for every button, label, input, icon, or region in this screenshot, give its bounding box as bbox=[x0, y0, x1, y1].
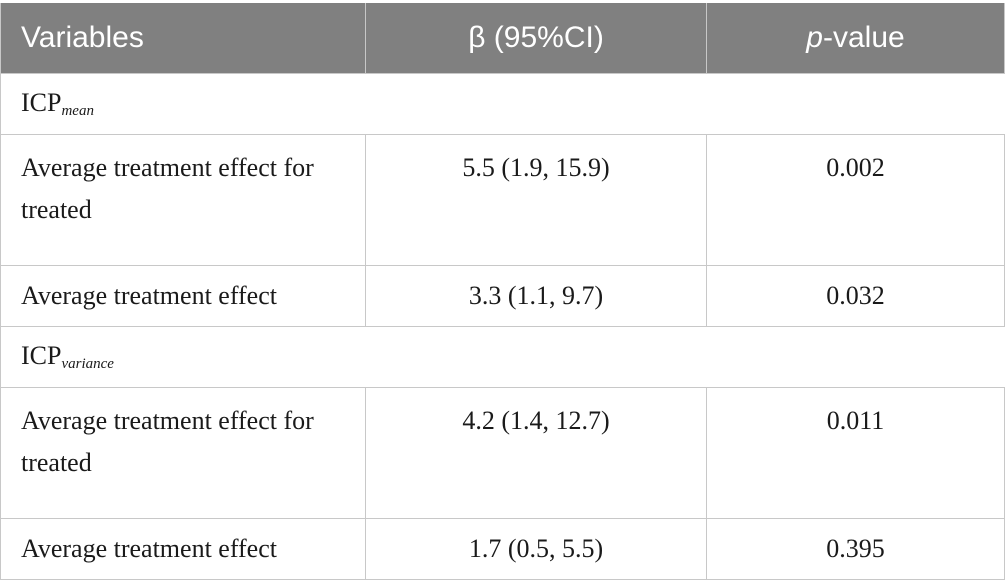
beta-cell: 4.2 (1.4, 12.7) bbox=[365, 387, 707, 519]
results-table: Variables β (95%CI) p-value ICPmean Aver… bbox=[0, 3, 1005, 580]
variable-cell: Average treatment effect bbox=[0, 265, 366, 327]
beta-cell: 3.3 (1.1, 9.7) bbox=[365, 265, 707, 327]
header-pvalue: p-value bbox=[706, 3, 1005, 74]
beta-cell: 1.7 (0.5, 5.5) bbox=[365, 518, 707, 580]
group-label-base: ICP bbox=[21, 88, 62, 117]
table-row: Average treatment effect 1.7 (0.5, 5.5) … bbox=[0, 518, 1005, 580]
table-row: Average treatment effect for treated 5.5… bbox=[0, 134, 1005, 266]
pvalue-cell: 0.032 bbox=[706, 265, 1005, 327]
pvalue-cell: 0.011 bbox=[706, 387, 1005, 519]
pvalue-cell: 0.002 bbox=[706, 134, 1005, 266]
table-row: Average treatment effect for treated 4.2… bbox=[0, 387, 1005, 519]
group-label-base: ICP bbox=[21, 341, 62, 370]
variable-cell: Average treatment effect bbox=[0, 518, 366, 580]
header-row: Variables β (95%CI) p-value bbox=[0, 3, 1005, 74]
variable-cell: Average treatment effect for treated bbox=[0, 387, 366, 519]
header-variables: Variables bbox=[0, 3, 366, 74]
group-row-icp-variance: ICPvariance bbox=[0, 326, 1005, 388]
group-label-sub: variance bbox=[61, 356, 114, 372]
group-label-sub: mean bbox=[61, 103, 94, 119]
beta-cell: 5.5 (1.9, 15.9) bbox=[365, 134, 707, 266]
table-row: Average treatment effect 3.3 (1.1, 9.7) … bbox=[0, 265, 1005, 327]
variable-cell: Average treatment effect for treated bbox=[0, 134, 366, 266]
header-beta: β (95%CI) bbox=[365, 3, 707, 74]
pvalue-cell: 0.395 bbox=[706, 518, 1005, 580]
group-row-icp-mean: ICPmean bbox=[0, 73, 1005, 135]
header-pvalue-rest: -value bbox=[822, 21, 905, 54]
header-pvalue-italic: p bbox=[806, 21, 823, 54]
group-label: ICPvariance bbox=[0, 326, 1005, 388]
group-label: ICPmean bbox=[0, 73, 1005, 135]
